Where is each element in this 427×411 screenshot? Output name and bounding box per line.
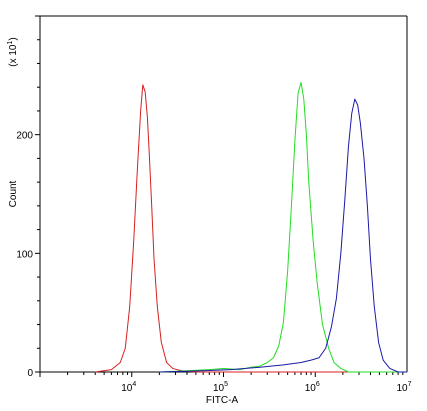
y-tick-label: 200 (16, 131, 33, 142)
x-tick-label: 107 (396, 381, 411, 394)
y-tick-label: 100 (16, 249, 33, 260)
y-axis-label: Count (8, 180, 19, 207)
x-axis-ticks: 104 105 106 107 (39, 372, 412, 394)
series-line-3 (158, 98, 408, 373)
series-line-1 (94, 84, 408, 373)
x-tick-label: 106 (305, 381, 320, 394)
x-axis-label: FITC-A (206, 395, 239, 406)
y-multiplier-label: (x 101) (7, 37, 19, 66)
plot-frame (39, 15, 408, 373)
histogram-series (94, 81, 408, 373)
x-tick-label: 104 (121, 381, 136, 394)
y-axis-ticks: 0 100 200 (16, 15, 40, 379)
series-line-2 (158, 81, 408, 373)
x-tick-label: 105 (213, 381, 228, 394)
y-tick-label: 0 (27, 368, 33, 379)
